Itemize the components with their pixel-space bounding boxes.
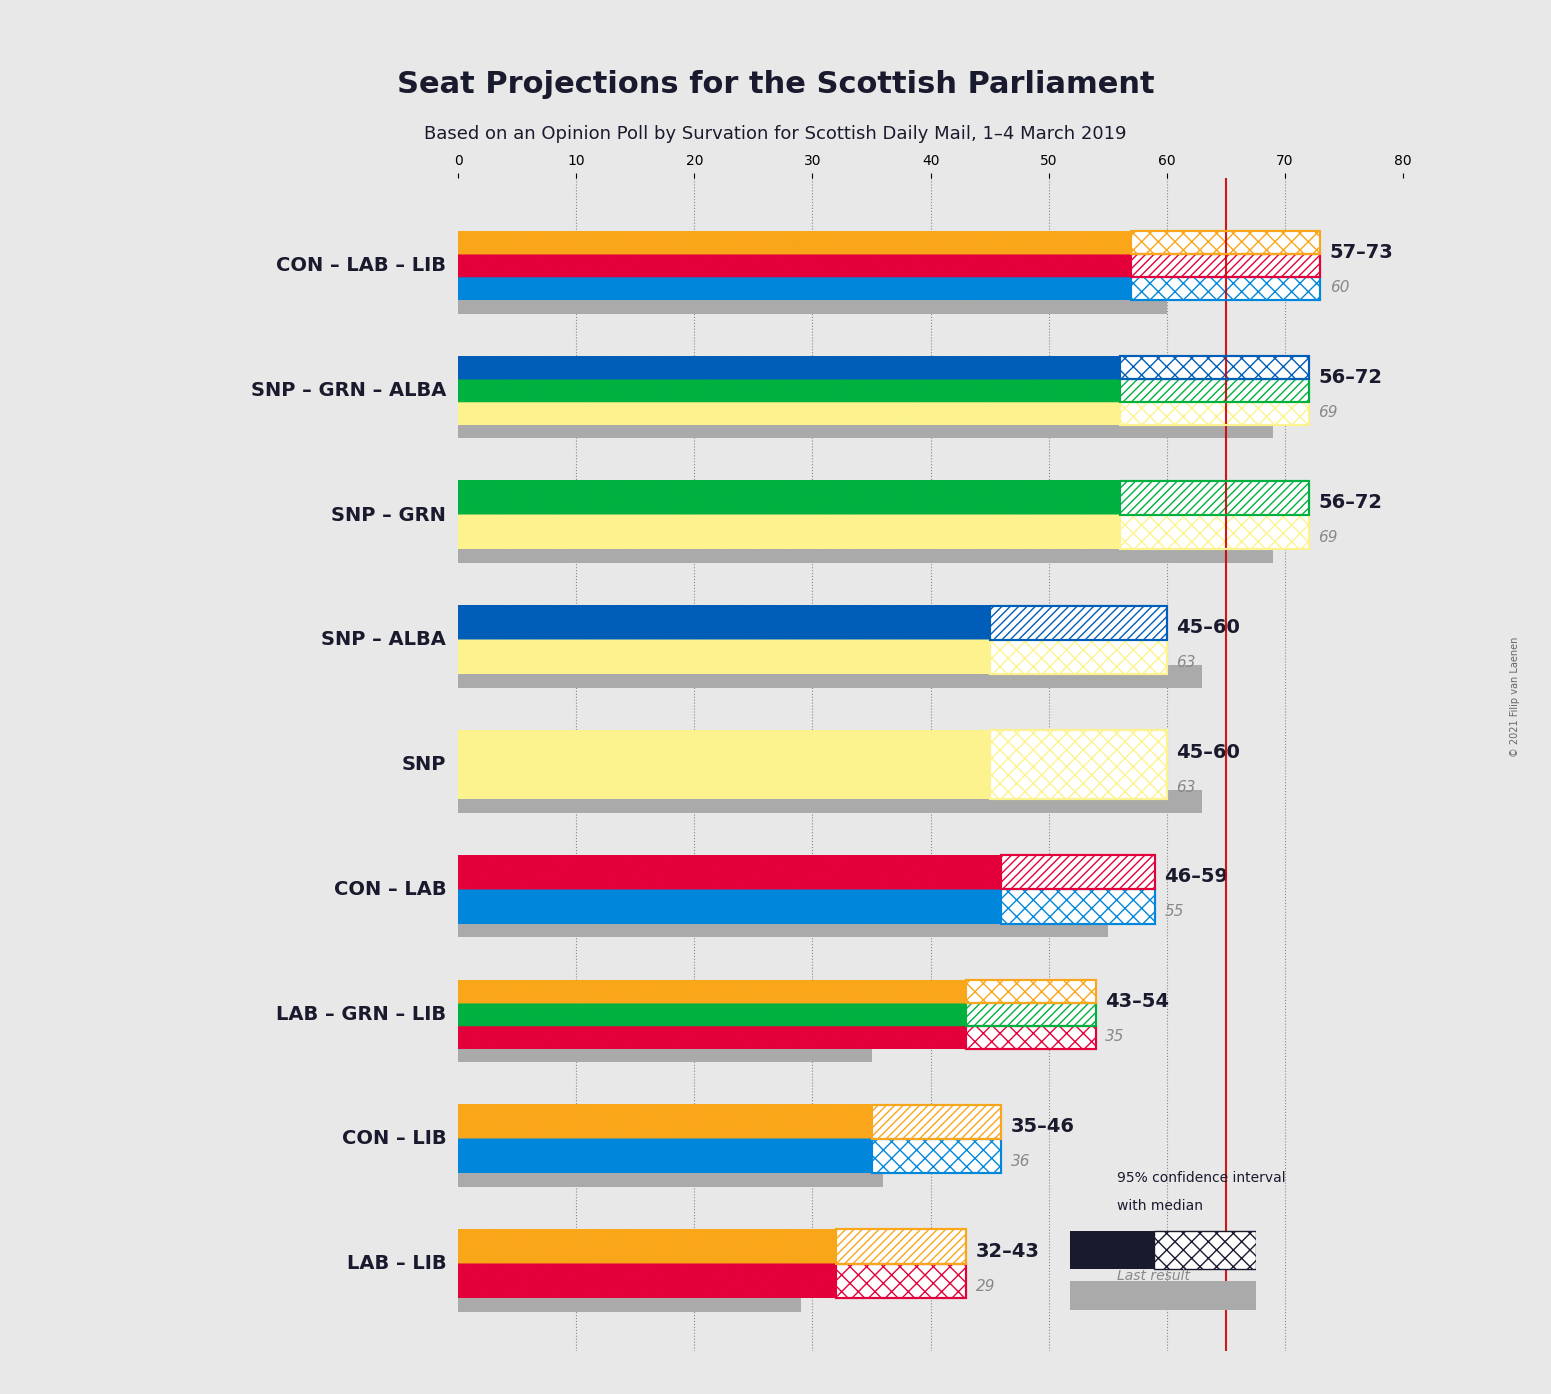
Bar [872, 1139, 1002, 1174]
Text: 63: 63 [1176, 655, 1196, 669]
Bar [966, 1002, 1097, 1026]
Text: LAB – GRN – LIB: LAB – GRN – LIB [276, 1005, 447, 1023]
Bar [1002, 889, 1155, 924]
Bar [1120, 401, 1309, 425]
Bar [1070, 1231, 1154, 1269]
Text: SNP – GRN: SNP – GRN [332, 506, 447, 524]
Text: 35–46: 35–46 [1011, 1117, 1075, 1136]
Text: 43–54: 43–54 [1106, 993, 1169, 1011]
Bar [872, 1104, 1002, 1139]
Bar [1070, 1281, 1256, 1310]
Text: 45–60: 45–60 [1176, 618, 1241, 637]
Bar [990, 605, 1166, 640]
Bar [1120, 481, 1309, 514]
Bar [1131, 254, 1320, 277]
Bar [966, 1026, 1097, 1048]
Bar [458, 914, 1107, 937]
Bar [1131, 277, 1320, 300]
Bar [1131, 231, 1320, 254]
Bar [966, 1026, 1097, 1048]
Bar [1002, 889, 1155, 924]
Bar [872, 1139, 1002, 1174]
Bar [990, 640, 1166, 675]
Text: CON – LIB: CON – LIB [341, 1129, 447, 1149]
Text: 69: 69 [1318, 530, 1337, 545]
Text: 63: 63 [1176, 779, 1196, 795]
Bar [458, 790, 1202, 813]
Text: with median: with median [1117, 1199, 1202, 1213]
Text: © 2021 Filip van Laenen: © 2021 Filip van Laenen [1511, 637, 1520, 757]
Bar [458, 665, 1202, 687]
Bar [1120, 355, 1309, 379]
Bar [458, 415, 1273, 438]
Bar [836, 1230, 966, 1264]
Text: CON – LAB – LIB: CON – LAB – LIB [276, 256, 447, 275]
Text: 32–43: 32–43 [976, 1242, 1039, 1260]
Bar [458, 730, 990, 799]
Bar [1120, 481, 1309, 514]
Bar [458, 1164, 884, 1188]
Bar [1154, 1231, 1256, 1269]
Bar [966, 980, 1097, 1002]
Bar [836, 1264, 966, 1298]
Text: 29: 29 [976, 1278, 996, 1294]
Bar [1120, 514, 1309, 549]
Text: 36: 36 [1011, 1154, 1030, 1170]
Bar [1120, 401, 1309, 425]
Bar [990, 640, 1166, 675]
Text: Seat Projections for the Scottish Parliament: Seat Projections for the Scottish Parlia… [397, 70, 1154, 99]
Bar [1131, 277, 1320, 300]
Bar [966, 980, 1097, 1002]
Text: 45–60: 45–60 [1176, 743, 1241, 761]
Text: 55: 55 [1165, 905, 1183, 920]
Text: SNP – GRN – ALBA: SNP – GRN – ALBA [251, 381, 447, 400]
Bar [966, 1002, 1097, 1026]
Bar [458, 1040, 872, 1062]
Text: CON – LAB: CON – LAB [333, 880, 447, 899]
Bar [990, 730, 1166, 799]
Text: Last result: Last result [1117, 1269, 1190, 1282]
Text: SNP: SNP [402, 756, 447, 774]
Bar [458, 541, 1273, 563]
Bar [990, 730, 1166, 799]
Bar [1131, 231, 1320, 254]
Bar [836, 1230, 966, 1264]
Bar [1131, 254, 1320, 277]
Text: 60: 60 [1329, 280, 1349, 296]
Bar [458, 291, 1166, 314]
Text: 95% confidence interval: 95% confidence interval [1117, 1171, 1286, 1185]
Text: 56–72: 56–72 [1318, 493, 1382, 512]
Text: SNP – ALBA: SNP – ALBA [321, 630, 447, 650]
Text: 69: 69 [1318, 406, 1337, 420]
Text: LAB – LIB: LAB – LIB [346, 1255, 447, 1273]
Bar [1002, 855, 1155, 889]
Bar [1120, 379, 1309, 401]
Bar [1002, 855, 1155, 889]
Text: 57–73: 57–73 [1329, 244, 1394, 262]
Bar [1120, 355, 1309, 379]
Bar [990, 605, 1166, 640]
Bar [836, 1264, 966, 1298]
Text: 46–59: 46–59 [1165, 867, 1228, 887]
Text: 56–72: 56–72 [1318, 368, 1382, 388]
Bar [458, 1289, 800, 1312]
Text: 35: 35 [1106, 1029, 1124, 1044]
Bar [872, 1104, 1002, 1139]
Bar [1120, 379, 1309, 401]
Bar [1120, 514, 1309, 549]
Text: Based on an Opinion Poll by Survation for Scottish Daily Mail, 1–4 March 2019: Based on an Opinion Poll by Survation fo… [425, 125, 1126, 144]
